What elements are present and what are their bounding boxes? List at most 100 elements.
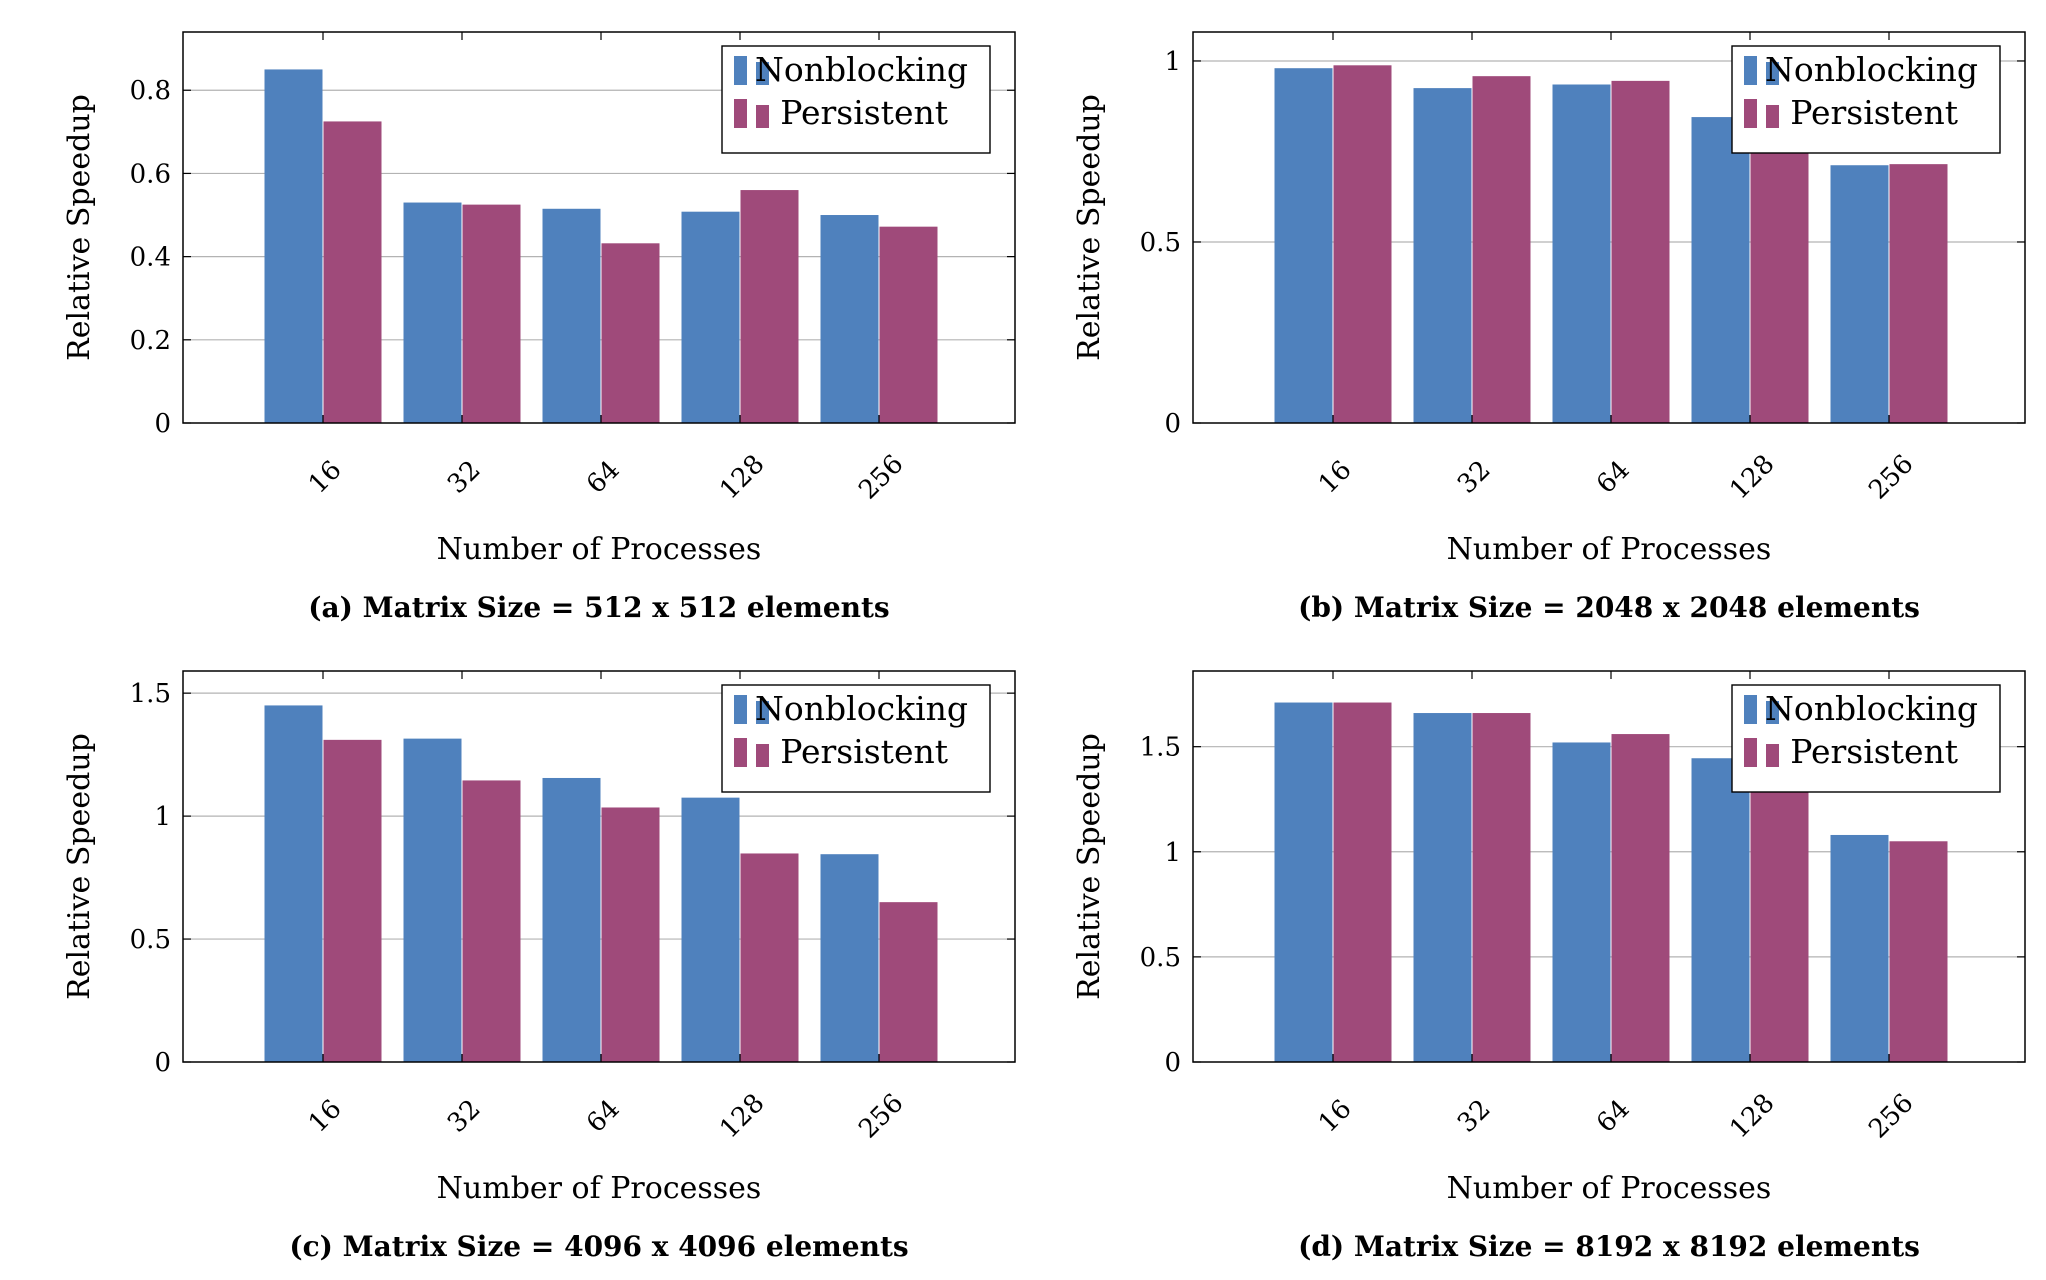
y-tick-label: 0	[1164, 1048, 1181, 1078]
bar-persistent-128	[740, 853, 799, 1062]
x-tick-label: 256	[1863, 449, 1919, 505]
x-tick-label: 128	[714, 449, 770, 505]
bar-nonblocking-128	[1691, 758, 1750, 1062]
x-tick-label: 128	[1724, 449, 1780, 505]
bar-nonblocking-32	[1413, 88, 1472, 424]
legend-label-persistent: Persistent	[1790, 732, 1958, 771]
bar-nonblocking-256	[820, 854, 879, 1062]
legend-swatch	[756, 701, 769, 724]
legend-label-persistent: Persistent	[780, 93, 948, 132]
legend-swatch	[756, 744, 769, 767]
legend-label-nonblocking: Nonblocking	[1765, 689, 1978, 728]
y-tick-label: 0.4	[130, 243, 171, 273]
bar-persistent-16	[1333, 702, 1392, 1062]
legend-swatch	[1744, 695, 1757, 724]
bar-nonblocking-256	[820, 215, 879, 423]
x-tick-label: 16	[1313, 455, 1358, 500]
x-tick-label: 256	[853, 1088, 909, 1144]
bar-nonblocking-16	[264, 705, 323, 1062]
bar-nonblocking-64	[542, 777, 601, 1062]
legend-swatch	[1766, 62, 1779, 85]
chart-panel-b: 0 0.5 1 16 32 64 128 256 Relative Speedup Number …	[1072, 31, 2026, 624]
legend-swatch	[734, 738, 747, 767]
x-tick-label: 16	[1313, 1094, 1358, 1139]
legend-label-nonblocking: Nonblocking	[1765, 50, 1978, 89]
bar-nonblocking-32	[1413, 713, 1472, 1062]
y-tick-label: 1.5	[130, 679, 171, 709]
x-axis-label: Number of Processes	[437, 532, 762, 567]
bar-nonblocking-16	[1274, 702, 1333, 1062]
x-tick-label: 32	[1452, 455, 1497, 500]
x-tick-label: 64	[1591, 455, 1636, 500]
bar-nonblocking-16	[1274, 68, 1333, 423]
x-tick-label: 256	[1863, 1088, 1919, 1144]
bar-persistent-32	[462, 780, 521, 1062]
bar-nonblocking-128	[681, 797, 740, 1062]
y-tick-label: 1	[154, 802, 171, 832]
legend: Nonblocking Persistent	[721, 45, 991, 154]
legend-swatch	[1744, 738, 1757, 767]
legend: Nonblocking Persistent	[721, 684, 991, 793]
y-tick-label: 0	[154, 409, 171, 439]
bar-nonblocking-32	[403, 202, 462, 423]
legend-label-persistent: Persistent	[780, 732, 948, 771]
bar-nonblocking-64	[1552, 742, 1611, 1062]
y-tick-label: 1	[1164, 47, 1181, 77]
legend-label-persistent: Persistent	[1790, 93, 1958, 132]
x-axis-label: Number of Processes	[1447, 1171, 1772, 1206]
bar-nonblocking-64	[542, 208, 601, 423]
legend: Nonblocking Persistent	[1731, 45, 2001, 154]
legend-label-nonblocking: Nonblocking	[755, 689, 968, 728]
x-tick-label: 32	[442, 1094, 487, 1139]
y-tick-label: 0.5	[1140, 228, 1181, 258]
y-tick-label: 0.2	[130, 326, 171, 356]
legend-swatch	[1744, 99, 1757, 128]
y-axis-label: Relative Speedup	[62, 733, 97, 1000]
bar-persistent-16	[323, 121, 382, 424]
x-tick-label: 128	[714, 1088, 770, 1144]
y-tick-label: 0.5	[1140, 943, 1181, 973]
bar-nonblocking-128	[1691, 117, 1750, 423]
bar-persistent-64	[1611, 80, 1670, 423]
x-tick-label: 256	[853, 449, 909, 505]
y-tick-label: 0.6	[130, 159, 171, 189]
bar-nonblocking-256	[1830, 165, 1889, 424]
legend-swatch	[1766, 701, 1779, 724]
bar-persistent-256	[1889, 841, 1948, 1062]
legend-swatch	[756, 105, 769, 128]
x-tick-label: 64	[1591, 1094, 1636, 1139]
chart-panel-d: 0 0.5 1 1.5 16 32 64 128 256 Relative Speedup Numb…	[1072, 670, 2026, 1263]
bar-persistent-128	[1750, 115, 1809, 423]
y-tick-label: 0.8	[130, 76, 171, 106]
bar-persistent-32	[1472, 76, 1531, 423]
y-tick-label: 1	[1164, 838, 1181, 868]
bar-persistent-128	[1750, 778, 1809, 1062]
legend-swatch	[1766, 744, 1779, 767]
chart-panel-a: 0 0.2 0.4 0.6 0.8 16 32 64 128 256 Relative Speedu…	[62, 31, 1016, 624]
legend-swatch	[734, 99, 747, 128]
subfigure-caption: (c) Matrix Size = 4096 x 4096 elements	[289, 1230, 908, 1263]
subfigure-caption: (d) Matrix Size = 8192 x 8192 elements	[1298, 1230, 1920, 1263]
bar-persistent-32	[1472, 713, 1531, 1062]
plot-frame	[182, 31, 1016, 424]
legend-label-nonblocking: Nonblocking	[755, 50, 968, 89]
y-tick-label: 1.5	[1140, 733, 1181, 763]
legend: Nonblocking Persistent	[1731, 684, 2001, 793]
y-axis-label: Relative Speedup	[1072, 94, 1107, 361]
x-tick-label: 16	[303, 455, 348, 500]
plot-frame	[182, 670, 1016, 1063]
legend-swatch	[734, 56, 747, 85]
subfigure-caption: (b) Matrix Size = 2048 x 2048 elements	[1298, 591, 1920, 624]
x-tick-label: 32	[1452, 1094, 1497, 1139]
bar-nonblocking-64	[1552, 84, 1611, 424]
legend-swatch	[756, 62, 769, 85]
bar-persistent-16	[323, 739, 382, 1062]
y-tick-label: 0	[1164, 409, 1181, 439]
y-axis-label: Relative Speedup	[1072, 733, 1107, 1000]
bar-persistent-256	[879, 902, 938, 1062]
bar-persistent-64	[601, 243, 660, 423]
bar-nonblocking-128	[681, 211, 740, 423]
x-tick-label: 128	[1724, 1088, 1780, 1144]
